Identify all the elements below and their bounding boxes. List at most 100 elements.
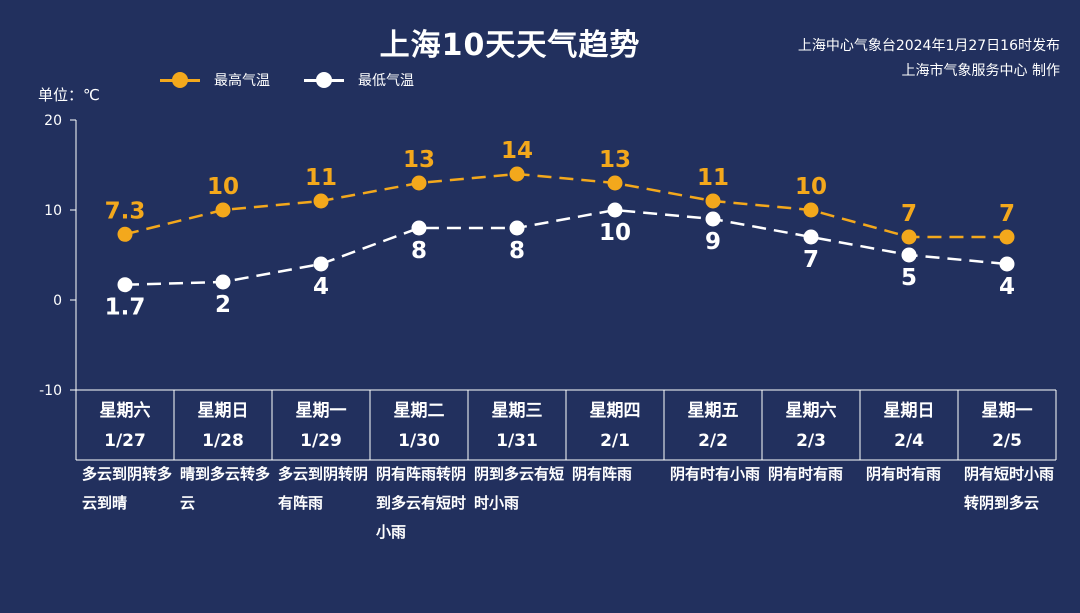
day-weekday: 星期一 [981, 401, 1033, 421]
day-weekday: 星期一 [295, 401, 347, 421]
legend-label-low: 最低气温 [358, 73, 414, 89]
data-point-low [803, 229, 819, 245]
day-weather: 多云到阴转多云到晴 [82, 465, 173, 512]
day-header: 星期一 1/29 [272, 390, 370, 460]
legend-swatch-high [160, 72, 200, 88]
data-label-low: 8 [509, 238, 525, 264]
series-line-low [124, 208, 1008, 286]
day-header: 星期五 2/2 [664, 390, 762, 460]
data-label-low: 5 [901, 265, 917, 291]
source-info: 上海中心气象台2024年1月27日16时发布 上海市气象服务中心 制作 [798, 34, 1060, 84]
data-label-low: 4 [999, 274, 1015, 300]
day-header: 星期六 2/3 [762, 390, 860, 460]
data-point-low [509, 220, 525, 236]
chart-legend: 最高气温 最低气温 [160, 70, 448, 90]
data-label-low: 10 [599, 220, 631, 246]
day-weekday: 星期五 [687, 401, 739, 421]
day-weekday: 星期二 [393, 401, 445, 421]
data-label-high: 7.3 [105, 198, 146, 224]
day-date: 1/29 [300, 431, 342, 451]
day-header: 星期二 1/30 [370, 390, 468, 460]
day-date: 2/3 [796, 431, 826, 451]
data-label-low: 9 [705, 229, 721, 255]
day-column: 星期六 2/3 阴有时有雨 [762, 390, 860, 489]
chart-title: 上海10天天气趋势 [379, 28, 641, 63]
data-point-low [313, 256, 329, 272]
legend-swatch-low [304, 72, 344, 88]
data-label-high: 13 [403, 147, 435, 173]
day-header: 星期六 1/27 [76, 390, 174, 460]
day-column: 星期六 1/27 多云到阴转多云到晴 [76, 390, 174, 518]
data-point-low [117, 277, 133, 293]
day-header: 星期四 2/1 [566, 390, 664, 460]
data-point-high [999, 229, 1015, 245]
day-column: 星期日 2/4 阴有时有雨 [860, 390, 958, 489]
day-column: 星期一 1/29 多云到阴转阴有阵雨 [272, 390, 370, 518]
day-header: 星期日 1/28 [174, 390, 272, 460]
data-point-low [901, 247, 917, 263]
day-column: 星期三 1/31 阴到多云有短时小雨 [468, 390, 566, 518]
data-point-high [215, 202, 231, 218]
day-weather: 阴有阵雨 [572, 465, 633, 483]
data-label-high: 11 [305, 165, 337, 191]
day-header: 星期日 2/4 [860, 390, 958, 460]
day-date: 1/27 [104, 431, 146, 451]
data-label-high: 13 [599, 147, 631, 173]
day-weather: 晴到多云转多云 [180, 465, 271, 512]
data-label-high: 7 [999, 201, 1015, 227]
y-tick-label: 20 [44, 113, 62, 129]
day-weather: 阴有时有小雨 [670, 465, 761, 483]
day-weather: 多云到阴转阴有阵雨 [278, 465, 369, 512]
day-date: 1/30 [398, 431, 440, 451]
day-weather: 阴有时有雨 [768, 465, 844, 483]
day-date: 1/28 [202, 431, 244, 451]
day-date: 2/5 [992, 431, 1022, 451]
data-point-high [117, 226, 133, 242]
day-weather: 阴有短时小雨转阴到多云 [964, 465, 1055, 512]
day-weather: 阴有时有雨 [866, 465, 942, 483]
data-point-high [901, 229, 917, 245]
data-point-low [607, 202, 623, 218]
day-weather: 阴有阵雨转阴到多云有短时小雨 [376, 465, 467, 541]
day-column: 星期四 2/1 阴有阵雨 [566, 390, 664, 489]
legend-item-high: 最高气温 [160, 70, 270, 90]
data-label-high: 7 [901, 201, 917, 227]
data-point-high [313, 193, 329, 209]
data-point-low [215, 274, 231, 290]
data-point-low [411, 220, 427, 236]
y-tick-label: -10 [39, 383, 62, 399]
y-tick-label: 10 [44, 203, 62, 219]
data-point-low [999, 256, 1015, 272]
series-line-high [124, 172, 1007, 239]
day-date: 2/1 [600, 431, 630, 451]
data-label-low: 1.7 [105, 295, 146, 321]
unit-label: 单位：℃ [38, 86, 100, 104]
data-label-high: 14 [501, 138, 533, 164]
day-header: 星期一 2/5 [958, 390, 1056, 460]
data-point-high [509, 166, 525, 182]
day-column: 星期日 1/28 晴到多云转多云 [174, 390, 272, 518]
data-point-high [607, 175, 623, 191]
data-label-high: 10 [795, 174, 827, 200]
data-label-low: 8 [411, 238, 427, 264]
day-date: 1/31 [496, 431, 538, 451]
data-label-low: 2 [215, 292, 231, 318]
data-point-low [705, 211, 721, 227]
day-weekday: 星期日 [197, 401, 249, 421]
data-point-high [411, 175, 427, 191]
day-column: 星期一 2/5 阴有短时小雨转阴到多云 [958, 390, 1056, 518]
data-label-low: 4 [313, 274, 329, 300]
day-weekday: 星期六 [99, 401, 151, 421]
data-point-high [705, 193, 721, 209]
day-weekday: 星期四 [589, 401, 641, 421]
data-label-low: 7 [803, 247, 819, 273]
y-tick-label: 0 [53, 293, 62, 309]
data-label-high: 11 [697, 165, 729, 191]
source-line-issuer: 上海中心气象台2024年1月27日16时发布 [797, 38, 1060, 54]
day-weekday: 星期日 [883, 401, 935, 421]
legend-label-high: 最高气温 [214, 73, 270, 89]
day-header: 星期三 1/31 [468, 390, 566, 460]
day-column: 星期二 1/30 阴有阵雨转阴到多云有短时小雨 [370, 390, 468, 547]
day-weekday: 星期三 [491, 401, 543, 421]
